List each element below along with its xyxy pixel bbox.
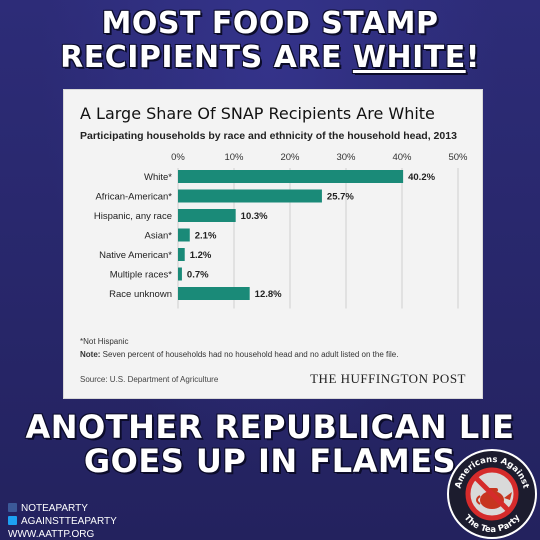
chart-note-label: Note: [80, 350, 101, 359]
chart-note: Note: Seven percent of households had no… [80, 350, 398, 359]
facebook-icon [8, 503, 17, 512]
facebook-handle: NOTEAPARTY [21, 503, 88, 514]
x-tick-label: 20% [280, 152, 300, 163]
chart-card: A Large Share Of SNAP Recipients Are Whi… [64, 90, 482, 398]
value-label: 0.7% [187, 270, 209, 281]
headline-second-prefix: RECIPIENTS ARE [60, 40, 353, 75]
x-tick-label: 50% [448, 152, 468, 163]
category-label: Race unknown [109, 289, 172, 300]
category-label: African-American* [95, 192, 172, 203]
category-label: Native American* [99, 250, 172, 261]
facebook-link[interactable]: NOTEAPARTY [8, 503, 88, 514]
headline-bottom-1: ANOTHER REPUBLICAN LIE [25, 408, 515, 446]
publisher-logo: THE HUFFINGTON POST [310, 371, 466, 386]
bar [178, 209, 236, 222]
chart-source: Source: U.S. Department of Agriculture [80, 375, 219, 384]
bar [178, 170, 404, 183]
headline-underlined-word: WHITE [352, 40, 466, 75]
website-link[interactable]: WWW.AATTP.ORG [8, 529, 95, 540]
category-label: White* [144, 172, 172, 183]
category-label: Hispanic, any race [94, 211, 172, 222]
headline-second-suffix: ! [465, 40, 480, 75]
chart-note-text: Seven percent of households had no house… [100, 350, 399, 359]
headline-bottom-2: GOES UP IN FLAMES [83, 442, 457, 480]
twitter-link[interactable]: AGAINSTTEAPARTY [8, 516, 117, 527]
twitter-icon [8, 516, 17, 525]
bar [178, 248, 185, 261]
category-label: Multiple races* [110, 270, 173, 281]
bar [178, 228, 190, 242]
headline-top: MOST FOOD STAMP [101, 6, 439, 41]
americans-against-tea-party-logo: Americans Against The Tea Party [447, 449, 537, 539]
value-label: 10.3% [241, 211, 268, 222]
value-label: 1.2% [190, 250, 212, 261]
x-tick-label: 40% [392, 152, 412, 163]
category-label: Asian* [145, 231, 173, 242]
teapot-icon [476, 488, 512, 509]
x-tick-label: 30% [336, 152, 356, 163]
bar [178, 267, 182, 281]
chart-subtitle: Participating households by race and eth… [80, 130, 457, 142]
prohibited-icon [465, 467, 519, 521]
value-label: 2.1% [195, 231, 217, 242]
bar-chart: 0% 10% 20% 30% 40% 50% White* 40.2% African-Amer… [94, 152, 468, 309]
headline-second: RECIPIENTS ARE WHITE! [0, 40, 540, 76]
twitter-handle: AGAINSTTEAPARTY [21, 516, 117, 527]
x-tick-label: 10% [224, 152, 244, 163]
bar [178, 189, 322, 203]
value-label: 40.2% [408, 172, 435, 183]
chart-footnote: *Not Hispanic [80, 337, 129, 346]
bar [178, 287, 250, 300]
value-label: 12.8% [255, 289, 282, 300]
x-tick-label: 0% [171, 152, 185, 163]
value-label: 25.7% [327, 192, 354, 203]
chart-title: A Large Share Of SNAP Recipients Are Whi… [80, 104, 435, 123]
